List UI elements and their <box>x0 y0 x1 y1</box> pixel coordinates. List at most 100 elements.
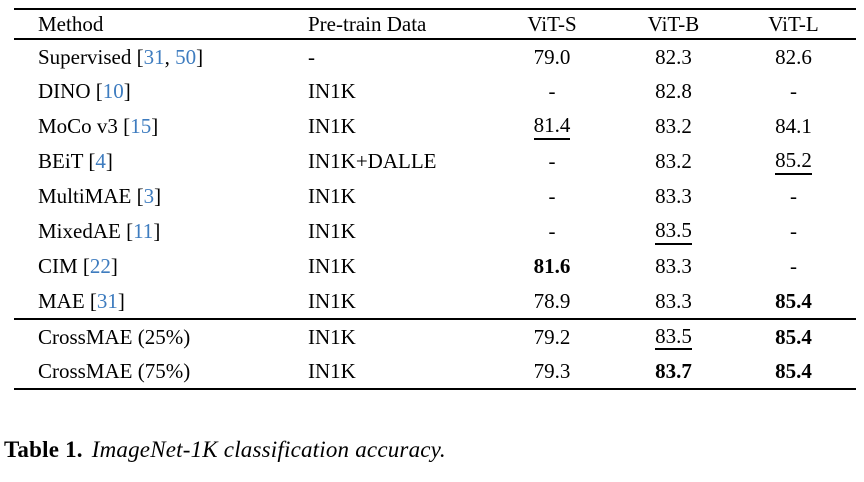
table-row-dino: DINO [10] IN1K - 82.8 - <box>14 74 856 109</box>
table-row-moco-v3: MoCo v3 [15] IN1K 81.4 83.2 84.1 <box>14 109 856 144</box>
method-label: MixedAE [ <box>38 219 134 243</box>
pretrain-cell: IN1K <box>308 74 488 109</box>
method-label: ] <box>196 44 204 69</box>
citation-link[interactable]: 22 <box>89 254 111 278</box>
crossmae-group: CrossMAE (25%) IN1K 79.2 83.5 85.4 Cross… <box>14 319 856 389</box>
citation-link[interactable]: 4 <box>95 149 106 173</box>
vit-b-accuracy-cell: 83.5 <box>616 214 731 249</box>
table-row-crossmae-75: CrossMAE (75%) IN1K 79.3 83.7 85.4 <box>14 354 856 389</box>
method-label: ] <box>110 254 118 278</box>
accuracy-value: 83.5 <box>655 325 692 351</box>
method-label: MultiMAE [ <box>38 184 144 208</box>
accuracy-value: 85.2 <box>775 149 812 175</box>
vit-s-accuracy-cell: 79.2 <box>488 319 616 354</box>
vit-s-accuracy-cell: - <box>488 144 616 179</box>
method-label: , <box>164 44 176 69</box>
pretrain-cell: - <box>308 39 488 74</box>
accuracy-value: - <box>548 184 556 208</box>
method-label: CIM [ <box>38 254 90 278</box>
pretrain-value: IN1K <box>308 324 356 349</box>
table-header: Method Pre-train Data ViT-S ViT-B ViT-L <box>14 9 856 39</box>
vit-l-accuracy-cell: - <box>731 179 856 214</box>
pretrain-cell: IN1K <box>308 284 488 319</box>
citation-link[interactable]: 11 <box>133 219 154 243</box>
accuracy-value: 83.2 <box>655 149 692 173</box>
method-cell: CIM [22] <box>14 249 308 284</box>
accuracy-value: - <box>548 219 556 243</box>
pretrain-cell: IN1K <box>308 109 488 144</box>
method-label: ] <box>123 79 131 103</box>
accuracy-value: 85.4 <box>775 324 812 349</box>
method-cell: CrossMAE (25%) <box>14 319 308 354</box>
accuracy-value: - <box>790 184 797 208</box>
table-caption-label: Table 1. <box>4 437 83 462</box>
vit-l-accuracy-cell: - <box>731 74 856 109</box>
method-cell: BEiT [4] <box>14 144 308 179</box>
method-label: ] <box>153 219 161 243</box>
vit-l-accuracy-cell: 85.4 <box>731 354 856 389</box>
column-header-vit-l: ViT-L <box>768 11 819 36</box>
vit-b-accuracy-cell: 82.3 <box>616 39 731 74</box>
method-cell: MultiMAE [3] <box>14 179 308 214</box>
citation-link[interactable]: 10 <box>102 79 124 103</box>
vit-s-accuracy-cell: - <box>488 214 616 249</box>
citation-link[interactable]: 3 <box>143 184 155 208</box>
accuracy-value: 83.3 <box>655 184 692 208</box>
header-row: Method Pre-train Data ViT-S ViT-B ViT-L <box>14 9 856 39</box>
table-row-mixedae: MixedAE [11] IN1K - 83.5 - <box>14 214 856 249</box>
pretrain-value: IN1K <box>308 184 356 208</box>
accuracy-value: - <box>548 79 556 103</box>
method-label: ] <box>117 288 125 313</box>
vit-s-accuracy-cell: 81.6 <box>488 249 616 284</box>
method-label: BEiT [ <box>38 149 96 173</box>
results-table-container: Method Pre-train Data ViT-S ViT-B ViT-L … <box>14 8 856 390</box>
method-label: CrossMAE (25%) <box>38 324 191 349</box>
column-header-method: Method <box>38 11 104 36</box>
accuracy-value: - <box>790 79 797 103</box>
method-label: CrossMAE (75%) <box>38 358 191 383</box>
vit-b-accuracy-cell: 83.3 <box>616 284 731 319</box>
vit-l-accuracy-cell: 85.4 <box>731 284 856 319</box>
pretrain-value: IN1K <box>308 358 356 383</box>
citation-link[interactable]: 31 <box>143 44 165 69</box>
method-label: MAE [ <box>38 288 97 313</box>
accuracy-value: 82.8 <box>655 79 692 103</box>
table-caption: Table 1. ImageNet-1K classification accur… <box>4 437 446 463</box>
vit-s-accuracy-cell: 81.4 <box>488 109 616 144</box>
table-row-multimae: MultiMAE [3] IN1K - 83.3 - <box>14 179 856 214</box>
table-row-supervised: Supervised [31, 50] - 79.0 82.3 82.6 <box>14 39 856 74</box>
vit-b-accuracy-cell: 83.7 <box>616 354 731 389</box>
table-row-crossmae-25: CrossMAE (25%) IN1K 79.2 83.5 85.4 <box>14 319 856 354</box>
accuracy-value: 79.3 <box>533 358 571 383</box>
method-label: ] <box>105 149 113 173</box>
accuracy-value: 85.4 <box>775 358 812 383</box>
pretrain-value: IN1K+DALLE <box>308 149 437 173</box>
vit-l-accuracy-cell: - <box>731 249 856 284</box>
column-header-pretrain-data: Pre-train Data <box>308 11 427 36</box>
method-label: Supervised [ <box>38 44 144 69</box>
pretrain-value: IN1K <box>308 114 356 138</box>
citation-link[interactable]: 15 <box>130 114 152 138</box>
method-cell: CrossMAE (75%) <box>14 354 308 389</box>
table-row-cim: CIM [22] IN1K 81.6 83.3 - <box>14 249 856 284</box>
vit-b-accuracy-cell: 83.3 <box>616 179 731 214</box>
vit-l-accuracy-cell: 85.2 <box>731 144 856 179</box>
method-label: DINO [ <box>38 79 103 103</box>
citation-link[interactable]: 31 <box>96 288 118 313</box>
accuracy-value: - <box>790 254 797 278</box>
accuracy-value: 82.6 <box>775 44 812 69</box>
vit-b-accuracy-cell: 83.2 <box>616 109 731 144</box>
table-caption-text: ImageNet-1K classification accuracy. <box>91 437 446 462</box>
method-label: ] <box>154 184 162 208</box>
pretrain-cell: IN1K <box>308 179 488 214</box>
accuracy-value: 81.4 <box>533 114 571 140</box>
baselines-group: Supervised [31, 50] - 79.0 82.3 82.6 DIN… <box>14 39 856 319</box>
vit-b-accuracy-cell: 83.3 <box>616 249 731 284</box>
accuracy-value: 83.3 <box>655 254 692 278</box>
vit-s-accuracy-cell: - <box>488 179 616 214</box>
method-label: MoCo v3 [ <box>38 114 131 138</box>
accuracy-value: 84.1 <box>775 114 812 138</box>
citation-link[interactable]: 50 <box>175 44 197 69</box>
pretrain-cell: IN1K <box>308 214 488 249</box>
table-row-beit: BEiT [4] IN1K+DALLE - 83.2 85.2 <box>14 144 856 179</box>
